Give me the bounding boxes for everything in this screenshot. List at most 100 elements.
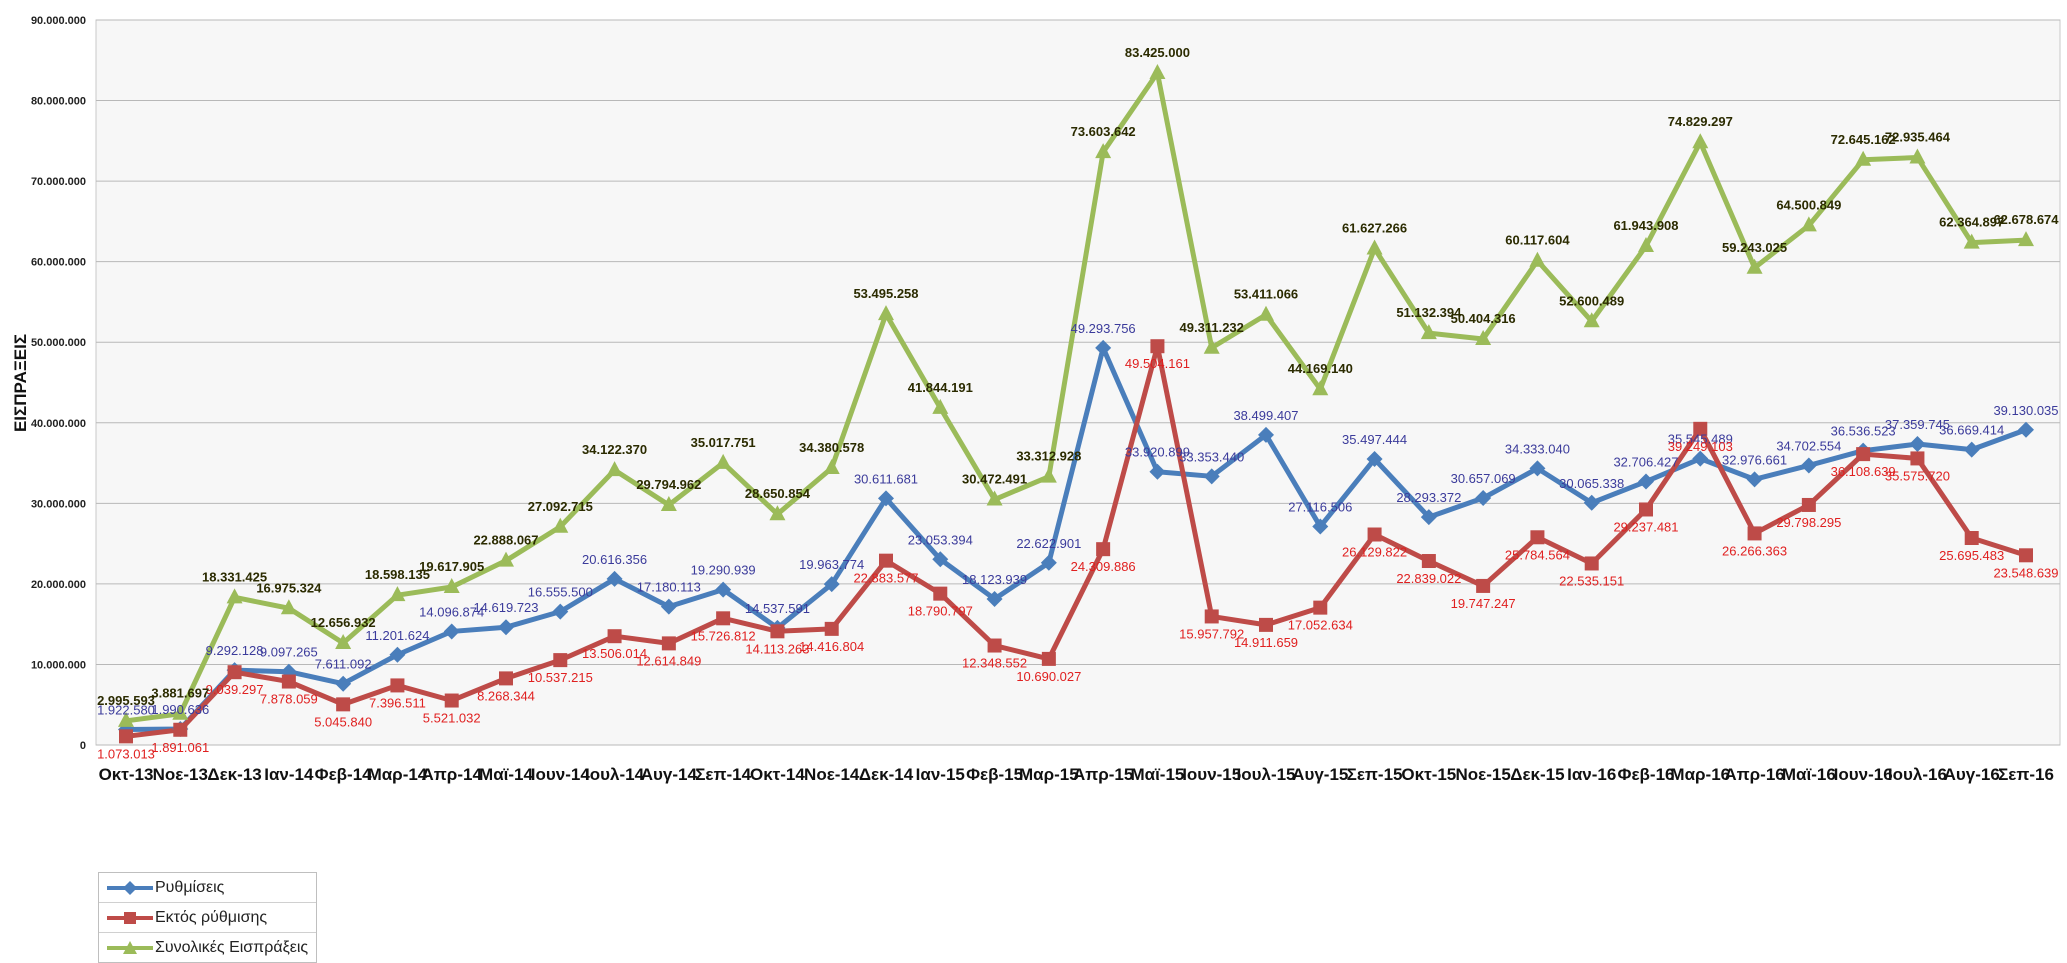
point-marker — [335, 634, 352, 650]
data-label: 18.598.135 — [365, 567, 430, 582]
point-marker — [986, 490, 1003, 506]
x-tick-label: Ιουλ-15 — [1236, 765, 1295, 784]
point-marker — [1041, 651, 1056, 666]
x-tick-label: Ιαν-15 — [916, 765, 965, 784]
data-label: 38.499.407 — [1233, 408, 1298, 423]
legend-swatch-ektos-rythmisis — [107, 911, 153, 924]
data-label: 14.113.263 — [745, 641, 809, 656]
data-label: 61.943.908 — [1613, 218, 1678, 233]
data-label: 1.922.580 — [97, 703, 155, 718]
point-marker — [226, 588, 243, 604]
point-marker — [1692, 133, 1709, 149]
data-label: 14.911.659 — [1234, 635, 1298, 650]
y-tick-label: 10.000.000 — [31, 659, 86, 671]
y-tick-label: 20.000.000 — [31, 579, 86, 591]
data-label: 25.784.564 — [1505, 547, 1570, 562]
data-label: 30.657.069 — [1451, 471, 1516, 486]
x-tick-label: Σεπ-16 — [1998, 765, 2054, 784]
point-marker — [499, 671, 513, 686]
legend-label-rythmiseis: Ρυθμίσεις — [155, 878, 225, 896]
series-line-0 — [125, 345, 2027, 733]
data-label: 1.073.013 — [97, 746, 155, 761]
data-label: 29.794.962 — [636, 477, 701, 492]
data-label: 10.690.027 — [1016, 669, 1081, 684]
x-tick-label: Μαρ-15 — [1019, 765, 1079, 784]
x-tick-label: Ιουλ-16 — [1888, 765, 1947, 784]
point-marker — [1149, 63, 1166, 79]
data-label: 35.017.751 — [691, 435, 756, 450]
point-marker — [1639, 502, 1653, 517]
data-label: 22.839.022 — [1396, 571, 1461, 586]
data-label: 44.169.140 — [1288, 361, 1353, 376]
point-marker — [715, 581, 732, 598]
point-marker — [280, 599, 297, 615]
data-label: 49.311.232 — [1180, 320, 1244, 335]
x-tick-label: Δεκ-14 — [859, 765, 914, 784]
point-marker — [878, 305, 894, 321]
data-label: 18.331.425 — [202, 569, 267, 584]
point-marker — [1366, 239, 1383, 255]
data-label: 15.957.792 — [1179, 626, 1244, 641]
data-label: 22.622.901 — [1016, 536, 1081, 551]
x-axis-ticks: Οκτ-13 Νοε-13 Δεκ-13 Ιαν-14 Φεβ-14Μαρ-14Απρ-… — [99, 765, 2054, 784]
data-label: 49.293.756 — [1071, 321, 1136, 336]
data-label: 1.891.061 — [151, 740, 209, 755]
point-marker — [660, 598, 677, 615]
x-tick-label: Ιαν-14 — [264, 765, 314, 784]
data-label: 9.039.297 — [206, 682, 264, 697]
x-tick-label: Φεβ-14 — [315, 765, 373, 784]
x-tick-label: Μαϊ-14 — [479, 765, 533, 784]
point-marker — [661, 636, 676, 651]
data-label: 19.963.774 — [799, 557, 864, 572]
x-tick-label: Φεβ-16 — [1618, 765, 1675, 784]
point-marker — [1801, 497, 1816, 512]
point-marker — [1095, 339, 1112, 356]
x-tick-label: Ιουν-16 — [1834, 765, 1893, 784]
legend-item-ektos-rythmisis: Εκτός ρύθμισης — [99, 902, 316, 932]
point-marker — [823, 576, 840, 593]
data-label: 62.364.897 — [1939, 215, 2004, 230]
data-label: 23.053.394 — [908, 532, 973, 547]
data-label: 34.702.554 — [1776, 438, 1841, 453]
data-label: 14.096.874 — [419, 604, 484, 619]
point-marker — [878, 490, 894, 507]
data-label: 52.600.489 — [1559, 293, 1624, 308]
point-marker — [1856, 447, 1871, 462]
point-marker — [1095, 143, 1112, 159]
data-label: 14.537.591 — [745, 601, 810, 616]
data-label: 5.521.032 — [423, 711, 481, 726]
point-marker — [1583, 494, 1600, 511]
point-marker — [1259, 617, 1273, 632]
point-marker — [2018, 421, 2034, 438]
point-marker — [1150, 339, 1165, 354]
data-label: 34.122.370 — [582, 442, 647, 457]
point-marker — [552, 603, 569, 620]
data-label: 36.536.523 — [1831, 424, 1896, 439]
data-label: 19.747.247 — [1451, 596, 1516, 611]
point-marker — [498, 619, 514, 636]
y-tick-label: 30.000.000 — [31, 498, 86, 510]
point-marker — [389, 646, 406, 663]
point-marker — [986, 591, 1003, 608]
point-marker — [1313, 600, 1328, 615]
point-marker — [336, 697, 351, 712]
data-label: 15.726.812 — [691, 628, 756, 643]
legend-swatch-rythmiseis — [107, 880, 153, 895]
x-tick-label: Οκτ-14 — [750, 765, 805, 784]
x-tick-label: Μαρ-14 — [368, 765, 428, 784]
data-label: 10.537.215 — [528, 670, 593, 685]
point-marker — [1149, 463, 1166, 480]
legend-swatch-synolikes-eispraxeis — [107, 940, 153, 954]
data-label: 7.611.092 — [315, 657, 372, 672]
point-marker — [1367, 527, 1382, 542]
point-marker — [390, 678, 405, 693]
point-marker — [444, 693, 459, 708]
data-label: 18.790.797 — [908, 604, 973, 619]
data-label: 50.404.316 — [1451, 311, 1516, 326]
point-marker — [1312, 518, 1329, 535]
x-tick-label: Αυγ-14 — [641, 765, 698, 784]
series-line-1 — [125, 343, 2027, 739]
series-markers — [118, 63, 2034, 744]
point-marker — [2018, 231, 2034, 247]
